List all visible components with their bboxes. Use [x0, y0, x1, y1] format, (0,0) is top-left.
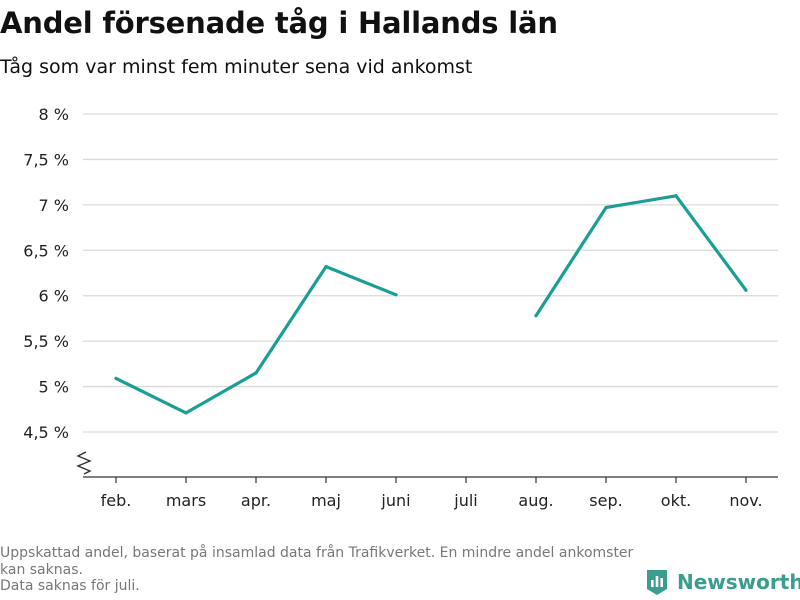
- series-line-segment: [115, 265, 397, 415]
- x-tick-label: maj: [311, 491, 341, 510]
- brand-logo[interactable]: Newsworthy: [645, 568, 800, 596]
- y-tick-label: 8 %: [39, 105, 69, 124]
- y-tick-label: 5 %: [39, 378, 69, 397]
- page-subtitle: Tåg som var minst fem minuter sena vid a…: [0, 56, 473, 78]
- x-tick-label: nov.: [729, 491, 762, 510]
- x-tick-label: juli: [453, 491, 477, 510]
- footnote: Uppskattad andel, baserat på insamlad da…: [0, 545, 640, 595]
- x-tick-label: juni: [380, 491, 410, 510]
- page-title: Andel försenade tåg i Hallands län: [0, 6, 558, 40]
- x-tick-label: mars: [166, 491, 206, 510]
- x-tick-label: apr.: [241, 491, 271, 510]
- y-tick-label: 4,5 %: [23, 423, 69, 442]
- x-tick-label: aug.: [518, 491, 553, 510]
- y-tick-label: 5,5 %: [23, 332, 69, 351]
- y-axis-tick-labels: 8 % 7,5 % 7 % 6,5 % 6 % 5,5 % 5 % 4,5 %: [23, 105, 69, 442]
- axis-break-marker: [76, 451, 92, 475]
- y-tick-label: 7 %: [39, 196, 69, 215]
- footnote-source: Uppskattad andel, baserat på insamlad da…: [0, 545, 634, 578]
- bar-chart-icon: [647, 570, 667, 595]
- y-tick-label: 7,5 %: [23, 150, 69, 169]
- y-tick-label: 6 %: [39, 287, 69, 306]
- x-tick-label: sep.: [589, 491, 622, 510]
- x-axis-tick-labels: feb. mars apr. maj juni juli aug. sep. okt. nov.: [101, 477, 763, 510]
- series-line-segment: [534, 194, 748, 317]
- line-chart: 8 % 7,5 % 7 % 6,5 % 6 % 5,5 % 5 % 4,5 % feb. mar…: [23, 105, 778, 510]
- y-tick-label: 6,5 %: [23, 241, 69, 260]
- x-tick-label: feb.: [101, 491, 132, 510]
- series-lines: [114, 194, 748, 415]
- grid-lines: [83, 113, 778, 433]
- brand-name: Newsworthy: [677, 570, 800, 594]
- x-axis: [76, 451, 778, 478]
- x-tick-label: okt.: [661, 491, 691, 510]
- footnote-missing-data: Data saknas för juli.: [0, 578, 140, 594]
